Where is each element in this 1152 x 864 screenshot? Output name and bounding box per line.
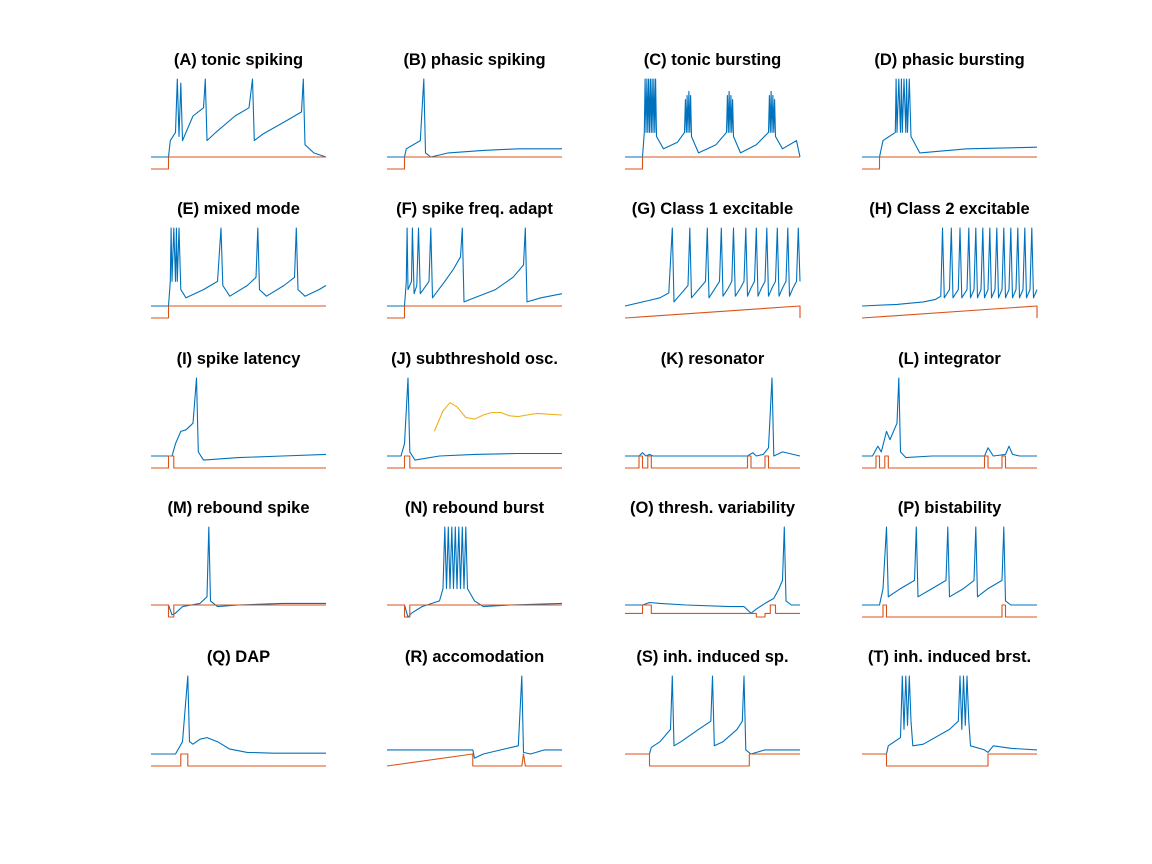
panel-title: (L) integrator bbox=[898, 350, 1001, 368]
panel-d-phasic-bursting: (D) phasic bursting bbox=[862, 51, 1038, 170]
panel-title: (C) tonic bursting bbox=[644, 51, 781, 69]
voltage-trace bbox=[862, 526, 1037, 606]
panel-title: (J) subthreshold osc. bbox=[391, 350, 558, 368]
voltage-trace bbox=[625, 377, 801, 457]
panel-q-dap: (Q) DAP bbox=[151, 648, 326, 767]
input-trace bbox=[387, 604, 562, 618]
input-trace bbox=[862, 455, 1037, 469]
panel-title: (A) tonic spiking bbox=[174, 51, 303, 69]
panel-title: (N) rebound burst bbox=[405, 499, 545, 517]
panel-title: (R) accomodation bbox=[405, 648, 544, 666]
panel-title: (B) phasic spiking bbox=[403, 51, 545, 69]
voltage-trace bbox=[861, 227, 1038, 307]
panel-f-spike-freq-adapt: (F) spike freq. adapt bbox=[387, 200, 563, 319]
panel-title: (E) mixed mode bbox=[177, 200, 300, 218]
panel-title: (P) bistability bbox=[898, 499, 1002, 517]
input-trace bbox=[625, 753, 800, 767]
panel-title: (I) spike latency bbox=[177, 350, 302, 368]
panel-title: (K) resonator bbox=[661, 350, 765, 368]
panel-t-inh-induced-brst: (T) inh. induced brst. bbox=[862, 648, 1038, 767]
panel-title: (O) thresh. variability bbox=[630, 499, 796, 517]
panel-b-phasic-spiking: (B) phasic spiking bbox=[387, 51, 562, 170]
panel-c-tonic-bursting: (C) tonic bursting bbox=[625, 51, 801, 170]
panel-a-tonic-spiking: (A) tonic spiking bbox=[151, 51, 327, 170]
input-trace bbox=[387, 156, 562, 170]
input-trace bbox=[151, 305, 326, 319]
panel-p-bistability: (P) bistability bbox=[862, 499, 1037, 618]
voltage-trace bbox=[151, 377, 327, 461]
voltage-trace bbox=[387, 526, 563, 618]
panel-j-subthreshold-osc: (J) subthreshold osc. bbox=[387, 350, 563, 469]
input-trace bbox=[386, 753, 562, 767]
panel-m-rebound-spike: (M) rebound spike bbox=[151, 499, 326, 618]
overlay-trace bbox=[433, 402, 563, 432]
input-trace bbox=[151, 455, 326, 469]
panel-n-rebound-burst: (N) rebound burst bbox=[387, 499, 563, 618]
input-trace bbox=[625, 156, 800, 170]
voltage-trace bbox=[862, 675, 1038, 755]
panel-i-spike-latency: (I) spike latency bbox=[151, 350, 327, 469]
panel-title: (H) Class 2 excitable bbox=[869, 200, 1030, 218]
panel-title: (M) rebound spike bbox=[167, 499, 309, 517]
voltage-trace bbox=[387, 227, 563, 307]
input-trace bbox=[625, 455, 800, 469]
voltage-trace bbox=[862, 78, 1038, 158]
voltage-trace bbox=[151, 526, 326, 616]
input-trace bbox=[862, 156, 1037, 170]
input-trace bbox=[387, 305, 562, 319]
voltage-trace bbox=[151, 675, 326, 755]
panel-o-thresh-variability: (O) thresh. variability bbox=[625, 499, 800, 618]
panel-title: (D) phasic bursting bbox=[874, 51, 1024, 69]
panel-l-integrator: (L) integrator bbox=[862, 350, 1037, 469]
voltage-trace bbox=[387, 377, 562, 461]
panel-title: (F) spike freq. adapt bbox=[396, 200, 553, 218]
panel-title: (G) Class 1 excitable bbox=[632, 200, 793, 218]
panel-k-resonator: (K) resonator bbox=[625, 350, 801, 469]
voltage-trace bbox=[625, 675, 800, 755]
panel-title: (Q) DAP bbox=[207, 648, 270, 666]
panel-title: (S) inh. induced sp. bbox=[636, 648, 788, 666]
panel-r-accomodation: (R) accomodation bbox=[386, 648, 562, 767]
panel-e-mixed-mode: (E) mixed mode bbox=[151, 200, 327, 319]
panel-h-class-2-excitable: (H) Class 2 excitable bbox=[861, 200, 1038, 319]
input-trace bbox=[151, 604, 326, 618]
input-trace bbox=[861, 305, 1038, 319]
input-trace bbox=[151, 753, 326, 767]
voltage-trace bbox=[624, 227, 801, 307]
panel-g-class-1-excitable: (G) Class 1 excitable bbox=[624, 200, 801, 319]
input-trace bbox=[624, 305, 801, 319]
input-trace bbox=[862, 753, 1037, 767]
voltage-trace bbox=[625, 526, 800, 614]
panel-s-inh-induced-sp: (S) inh. induced sp. bbox=[625, 648, 800, 767]
input-trace bbox=[862, 604, 1037, 618]
panel-title: (T) inh. induced brst. bbox=[868, 648, 1031, 666]
voltage-trace bbox=[151, 78, 327, 158]
voltage-trace bbox=[625, 78, 801, 158]
voltage-trace bbox=[387, 78, 562, 158]
voltage-trace bbox=[862, 377, 1037, 459]
voltage-trace bbox=[151, 227, 327, 307]
input-trace bbox=[151, 156, 326, 170]
voltage-trace bbox=[387, 675, 562, 759]
input-trace bbox=[625, 604, 800, 618]
input-trace bbox=[387, 455, 562, 469]
